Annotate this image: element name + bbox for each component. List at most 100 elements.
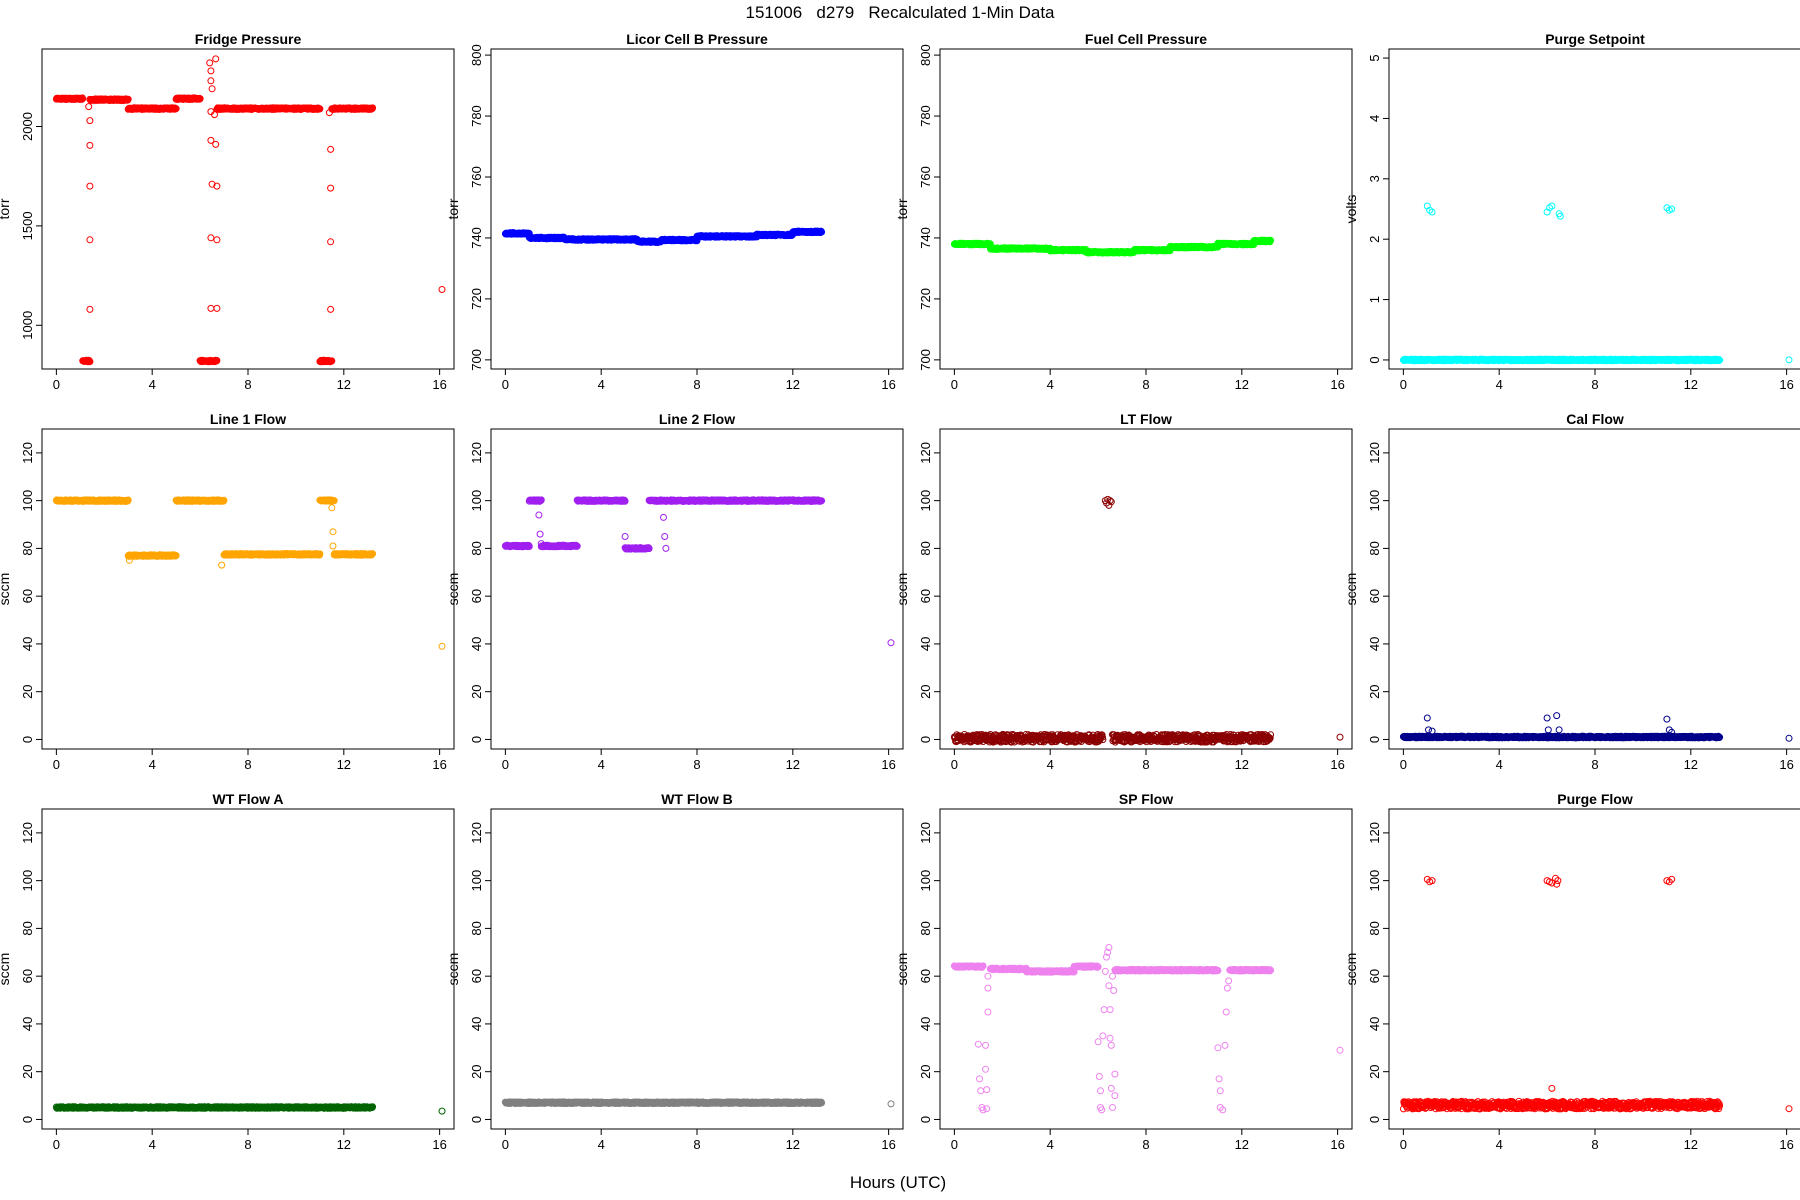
data-point: [536, 530, 544, 538]
data-point: [213, 304, 221, 312]
data-point: [207, 234, 215, 242]
x-tick-label: 8: [1142, 377, 1149, 392]
data-point: [1785, 356, 1793, 364]
y-tick-label: 740: [469, 227, 484, 249]
y-tick-label: 800: [918, 44, 933, 66]
y-tick-label: 720: [469, 288, 484, 310]
x-tick-label: 0: [53, 757, 60, 772]
data-point: [218, 561, 226, 569]
panel-title: Fuel Cell Pressure: [1085, 31, 1207, 47]
data-point: [621, 533, 629, 540]
data-point: [325, 109, 333, 117]
data-point: [86, 358, 94, 366]
x-tick-label: 12: [337, 757, 351, 772]
data-points: [52, 55, 446, 366]
x-tick-label: 0: [502, 377, 509, 392]
data-points: [501, 496, 895, 647]
y-tick-label: 700: [469, 349, 484, 371]
x-tick-label: 8: [693, 757, 700, 772]
y-tick-label: 5: [1367, 54, 1382, 61]
plot-frame: [939, 428, 1353, 750]
y-tick-label: 80: [469, 541, 484, 555]
data-points: [52, 496, 446, 650]
x-tick-label: 0: [502, 757, 509, 772]
y-tick-label: 100: [918, 490, 933, 512]
x-tick-label: 16: [1779, 377, 1793, 392]
data-point: [369, 104, 377, 112]
y-tick-label: 0: [469, 736, 484, 743]
y-tick-label: 760: [918, 166, 933, 188]
y-axis-label: volts: [1343, 195, 1359, 224]
panel-title: Licor Cell B Pressure: [626, 31, 768, 47]
y-tick-label: 40: [20, 637, 35, 651]
y-tick-label: 80: [918, 541, 933, 555]
figure-title: 151006 d279 Recalculated 1-Min Data: [745, 3, 1055, 22]
x-tick-label: 16: [1330, 757, 1344, 772]
y-tick-label: 20: [918, 684, 933, 698]
x-tick-label: 8: [693, 377, 700, 392]
y-axis-label: sccm: [0, 573, 12, 606]
data-point: [328, 504, 336, 512]
data-point: [661, 533, 669, 540]
y-tick-label: 120: [469, 442, 484, 464]
data-point: [327, 145, 335, 153]
y-tick-label: 700: [918, 349, 933, 371]
figure-x-axis-label: Hours (UTC): [850, 1173, 946, 1192]
x-tick-label: 4: [1496, 377, 1503, 392]
plot-frame: [1388, 48, 1800, 370]
data-points: [501, 227, 826, 246]
plot-frame: [939, 48, 1353, 370]
data-points: [950, 495, 1344, 746]
x-tick-label: 4: [1047, 377, 1054, 392]
x-tick-label: 4: [598, 757, 605, 772]
y-tick-label: 100: [20, 490, 35, 512]
data-point: [438, 642, 446, 650]
data-point: [211, 111, 218, 119]
panel-title: Purge Setpoint: [1545, 31, 1645, 47]
data-point: [86, 182, 94, 190]
x-tick-label: 12: [1684, 377, 1698, 392]
x-tick-label: 0: [1400, 377, 1407, 392]
y-tick-label: 60: [918, 589, 933, 603]
y-tick-label: 20: [20, 684, 35, 698]
x-tick-label: 12: [786, 377, 800, 392]
data-point: [329, 542, 337, 550]
y-tick-label: 1: [1367, 296, 1382, 303]
y-tick-label: 800: [469, 44, 484, 66]
x-tick-label: 16: [432, 377, 446, 392]
y-axis-label: torr: [0, 198, 12, 219]
y-axis-label: torr: [445, 198, 461, 219]
data-point: [212, 140, 220, 148]
x-tick-label: 8: [1142, 757, 1149, 772]
y-tick-label: 40: [469, 637, 484, 651]
data-points: [1399, 202, 1793, 365]
x-tick-label: 4: [598, 377, 605, 392]
data-point: [329, 528, 337, 536]
y-tick-label: 1500: [20, 211, 35, 240]
data-point: [124, 95, 132, 103]
y-tick-label: 60: [469, 589, 484, 603]
y-tick-label: 760: [469, 166, 484, 188]
plot-frame: [490, 428, 904, 750]
data-point: [206, 59, 214, 67]
data-point: [213, 357, 221, 364]
data-point: [328, 357, 336, 365]
x-tick-label: 8: [1591, 377, 1598, 392]
x-tick-label: 12: [1235, 757, 1249, 772]
data-point: [213, 236, 221, 244]
data-point: [86, 141, 94, 149]
x-tick-label: 0: [951, 757, 958, 772]
data-point: [86, 305, 94, 313]
y-tick-label: 740: [918, 227, 933, 249]
data-point: [208, 180, 216, 188]
plot-frame: [41, 428, 455, 750]
y-tick-label: 100: [469, 490, 484, 512]
panel-title: Line 2 Flow: [659, 411, 735, 427]
y-tick-label: 0: [20, 736, 35, 743]
y-tick-label: 2000: [20, 112, 35, 141]
